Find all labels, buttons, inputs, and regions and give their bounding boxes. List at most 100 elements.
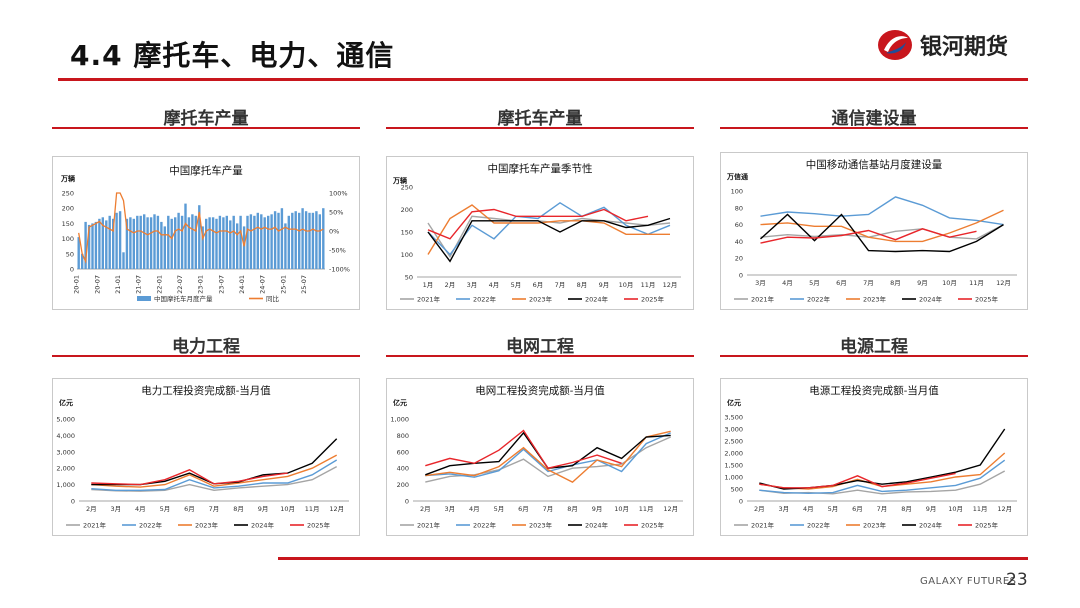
bar	[91, 223, 94, 269]
y-tick-label: 200	[397, 481, 409, 489]
y-axis-unit: 亿元	[727, 398, 741, 407]
bar	[125, 218, 129, 269]
legend-label: 2022年	[473, 295, 497, 304]
legend-label: 2024年	[919, 295, 943, 304]
legend-label: 2021年	[417, 521, 441, 530]
section-divider	[720, 127, 1028, 129]
bar	[211, 217, 215, 269]
x-tick-label: 7月	[555, 281, 566, 289]
x-tick-label: 25-07	[300, 275, 308, 294]
y-tick-label: 500	[731, 486, 743, 494]
legend-label: 2024年	[585, 295, 609, 304]
bar	[101, 217, 104, 269]
series-line-2024年	[760, 213, 1004, 253]
x-tick-label: 7月	[877, 505, 888, 513]
chart-title: 电源工程投资完成额-当月值	[809, 384, 939, 397]
x-tick-label: 10月	[614, 505, 629, 513]
legend-label: 2024年	[919, 521, 943, 530]
series-line-2021年	[760, 223, 1004, 240]
x-tick-label: 12月	[996, 279, 1011, 287]
brand-logo: 银河期货	[876, 28, 1008, 62]
chart-title: 中国摩托车产量	[169, 164, 243, 177]
bar	[98, 218, 101, 269]
series-line-2024年	[91, 438, 338, 486]
legend-label: 2022年	[473, 521, 497, 530]
legend-label: 2025年	[641, 295, 665, 304]
section-divider	[386, 127, 694, 129]
bar	[218, 215, 222, 269]
x-tick-label: 4月	[469, 505, 480, 513]
section-title-power-source-engineering: 电源工程	[840, 337, 908, 357]
x-tick-label: 10月	[619, 281, 634, 289]
x-tick-label: 11月	[969, 279, 984, 287]
chart-title: 中国移动通信基站月度建设量	[806, 158, 943, 171]
bar	[322, 208, 325, 269]
y-tick-label: 4,000	[56, 432, 75, 440]
chart-panel-telecom: 中国移动通信基站月度建设量 万信通 0 20 40 60 80 100 3月 4月 5月 6月 7月 8月…	[720, 152, 1028, 310]
bar	[225, 215, 228, 269]
page-number: 23	[1006, 570, 1028, 590]
x-tick-label: 11月	[305, 505, 320, 513]
section-divider	[386, 355, 694, 357]
bar	[167, 215, 170, 269]
x-tick-label: 21-01	[114, 275, 122, 294]
x-tick-label: 8月	[567, 505, 578, 513]
bar	[115, 212, 118, 269]
x-tick-label: 3月	[444, 505, 455, 513]
y-tick-label: 150	[401, 229, 413, 237]
y-tick-label: 1,000	[724, 474, 743, 482]
legend-label: 2025年	[975, 521, 999, 530]
y2-tick-label: -50%	[329, 247, 346, 255]
bar	[267, 215, 270, 269]
x-tick-label: 11月	[639, 505, 654, 513]
x-tick-label: 12月	[329, 505, 344, 513]
bar	[291, 212, 294, 269]
x-tick-label: 8月	[890, 279, 901, 287]
series-line-2025年	[427, 208, 649, 240]
x-tick-label: 20-07	[93, 275, 101, 294]
page-title: 4.4 摩托车、电力、通信	[70, 39, 395, 72]
x-tick-label: 5月	[160, 505, 171, 513]
x-tick-label: 21-07	[135, 275, 143, 294]
x-tick-label: 11月	[973, 505, 988, 513]
y-tick-label: 1,000	[390, 416, 409, 424]
bar	[315, 211, 318, 269]
series-line-2025年	[760, 228, 977, 244]
series-line-2023年	[91, 454, 338, 488]
y-tick-label: 1,500	[724, 462, 743, 470]
y-tick-label: 2,000	[724, 450, 743, 458]
bar	[284, 223, 287, 269]
bar	[174, 217, 177, 269]
y-tick-label: 5,000	[56, 416, 75, 424]
bar	[146, 217, 149, 269]
x-tick-label: 5月	[809, 279, 820, 287]
x-tick-label: 5月	[828, 505, 839, 513]
x-tick-label: 2月	[420, 505, 431, 513]
x-tick-label: 23-07	[217, 275, 225, 294]
x-tick-label: 24-01	[238, 275, 246, 294]
bar	[201, 226, 204, 269]
chart-title: 电力工程投资完成额-当月值	[141, 384, 271, 397]
y-tick-label: 100	[62, 235, 74, 243]
y-tick-label: 100	[731, 188, 743, 196]
series-line-2024年	[759, 428, 1006, 490]
y-tick-label: 250	[62, 190, 74, 198]
bar	[112, 218, 115, 269]
section-title-grid-engineering: 电网工程	[506, 337, 574, 357]
bar	[304, 211, 308, 269]
x-tick-label: 5月	[494, 505, 505, 513]
x-tick-label: 22-01	[155, 275, 163, 294]
bar	[187, 217, 191, 269]
section-divider	[52, 355, 360, 357]
legend-label: 2025年	[975, 295, 999, 304]
bar	[263, 217, 266, 269]
series-line-2025年	[759, 472, 956, 489]
x-tick-label: 9月	[917, 279, 928, 287]
title-divider	[58, 78, 1028, 81]
bar	[149, 217, 153, 269]
bar	[318, 214, 321, 269]
legend-label: 2025年	[641, 521, 665, 530]
y2-tick-label: 50%	[329, 209, 343, 217]
